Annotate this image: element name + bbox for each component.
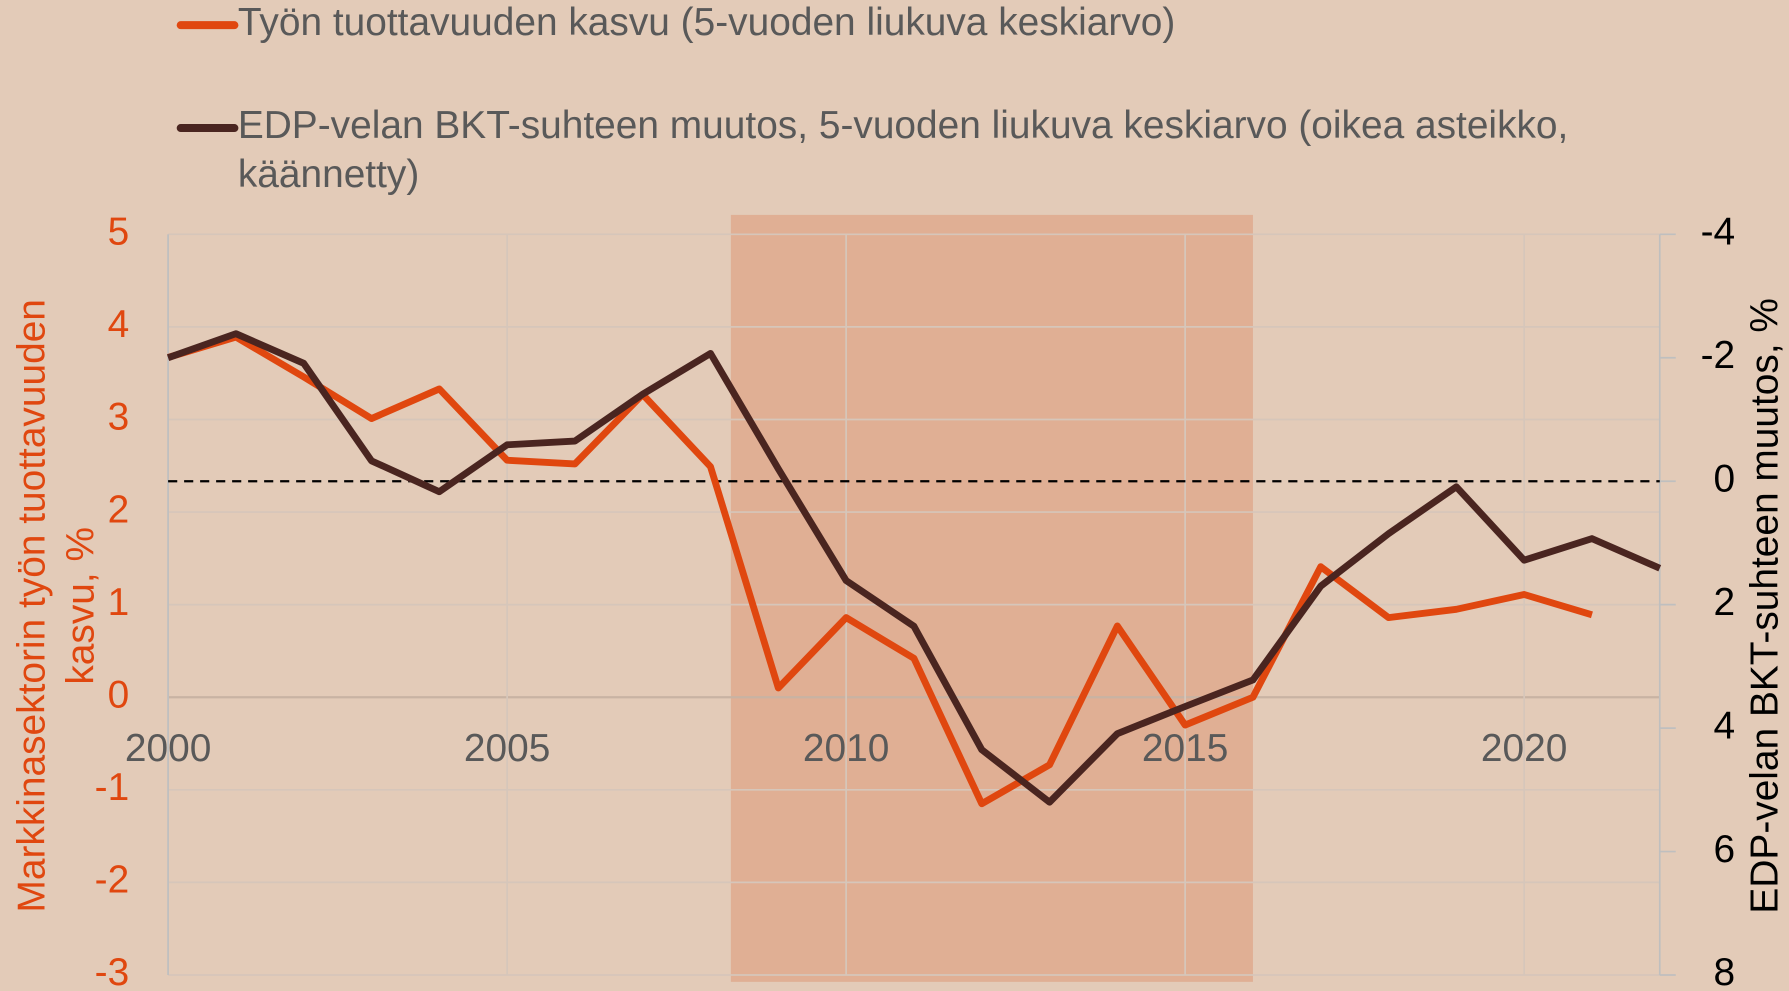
x-tick-label: 2005 <box>464 727 550 770</box>
y-axis-title: Markkinasektorin työn tuottavuuden kasvu,… <box>11 299 103 912</box>
y2-tick-label: -2 <box>1701 334 1736 377</box>
text-line: Markkinasektorin työn tuottavuuden <box>11 299 54 912</box>
y-tick-label: 4 <box>108 303 130 346</box>
y-tick-label: -2 <box>95 859 130 902</box>
y2-tick-label: 0 <box>1714 457 1736 500</box>
text-line: Työn tuottavuuden kasvu (5-vuoden liukuv… <box>238 1 1175 44</box>
y2-axis-title: EDP-velan BKT-suhteen muutos, % <box>1743 298 1786 914</box>
text-line: kasvu, % <box>60 527 103 685</box>
y2-tick-label: 6 <box>1714 828 1736 871</box>
y-tick-label: 5 <box>108 211 130 254</box>
data-line <box>166 330 1662 806</box>
y-tick-label: 1 <box>108 581 130 624</box>
y-tick-label: 0 <box>108 674 130 717</box>
text-line: EDP-velan BKT-suhteen muutos, 5-vuoden l… <box>238 104 1569 147</box>
y2-tick-label: 4 <box>1714 704 1736 747</box>
data-line <box>167 333 1593 808</box>
y2-tick-label: 8 <box>1714 951 1736 991</box>
shaded-region <box>730 214 1253 982</box>
x-tick-label: 2010 <box>803 727 889 770</box>
y-tick-label: -1 <box>95 766 130 809</box>
y-tick-label: 2 <box>108 488 130 531</box>
y-tick-label: -3 <box>95 951 130 991</box>
y-tick-label: 3 <box>108 396 130 439</box>
text-line: käännetty) <box>238 153 419 196</box>
legend-label: EDP-velan BKT-suhteen muutos, 5-vuoden l… <box>238 104 1569 196</box>
x-tick-label: 2015 <box>1142 727 1228 770</box>
y2-tick-label: 2 <box>1714 581 1736 624</box>
x-tick-label: 2020 <box>1481 727 1567 770</box>
legend-label: Työn tuottavuuden kasvu (5-vuoden liukuv… <box>238 1 1175 44</box>
y2-tick-label: -4 <box>1701 211 1736 254</box>
